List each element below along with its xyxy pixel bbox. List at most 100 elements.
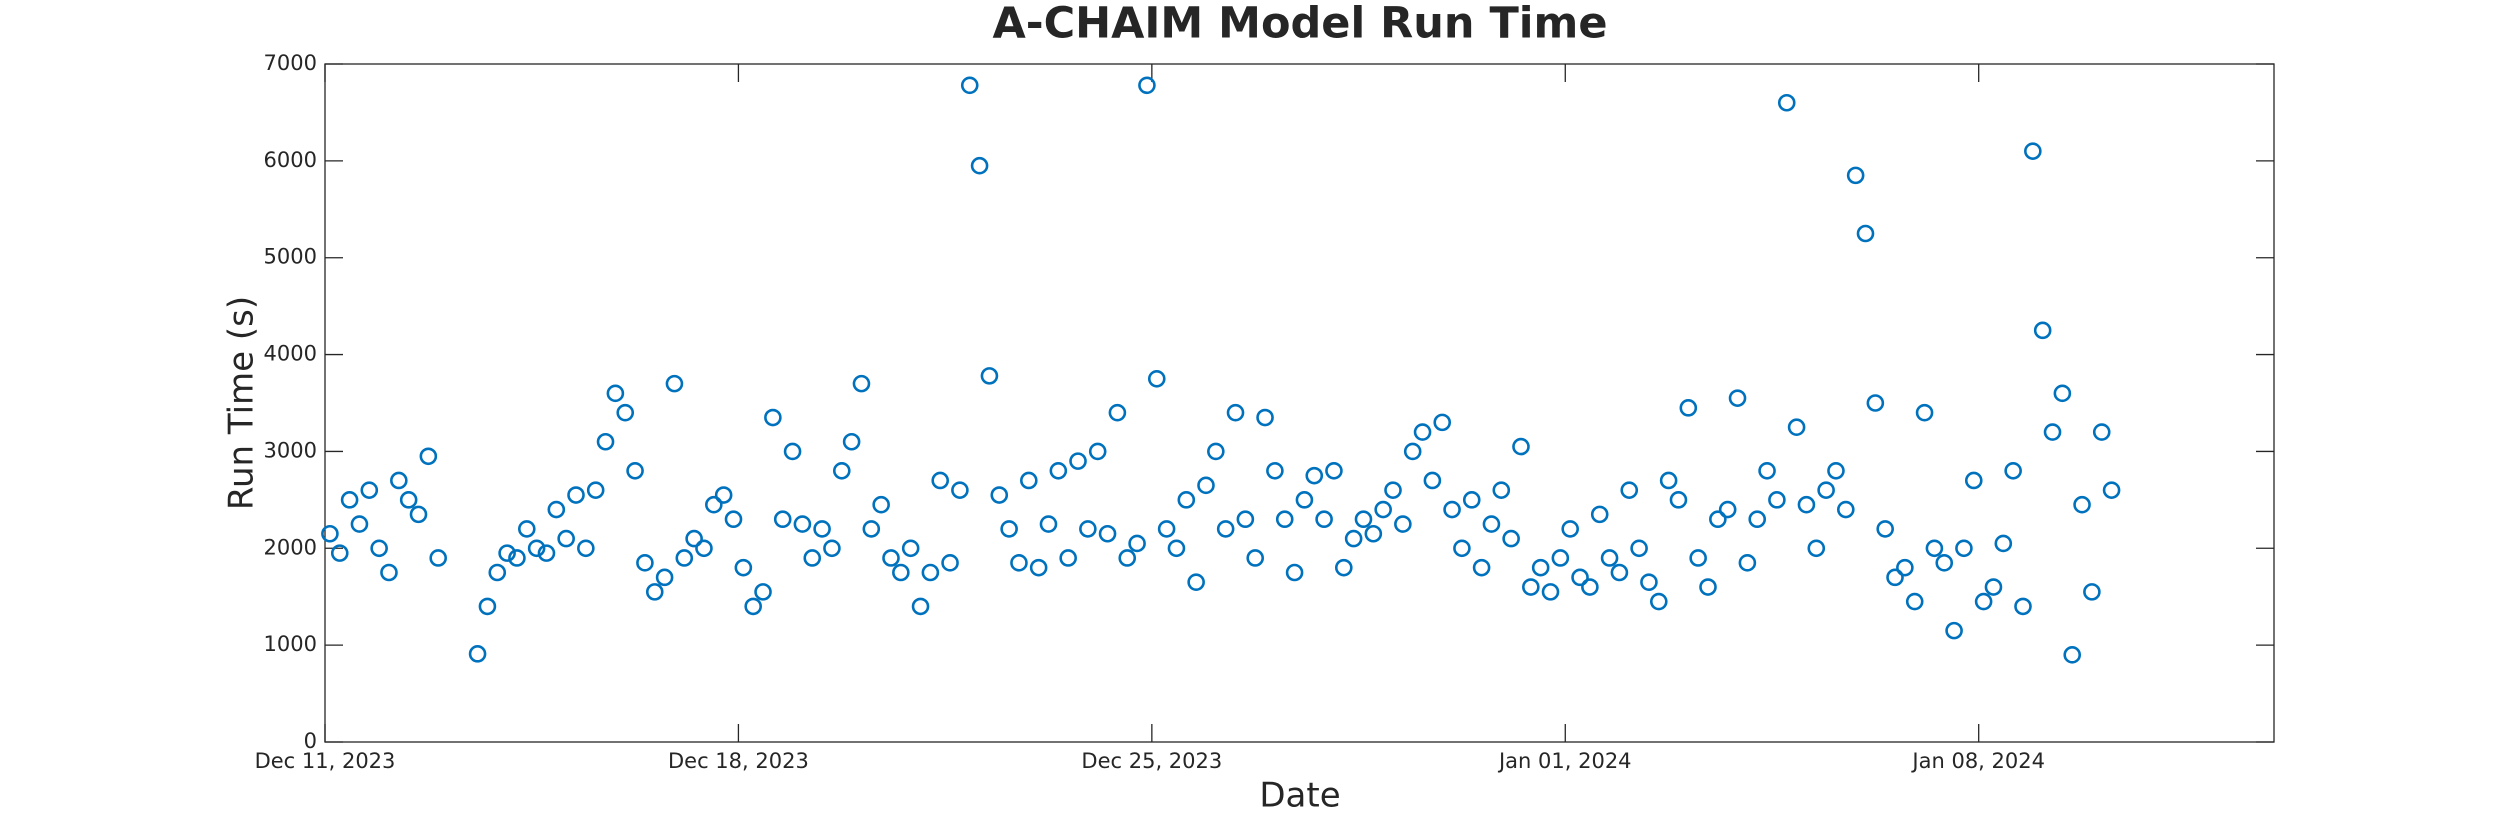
data-point xyxy=(1167,539,1186,558)
data-point xyxy=(695,539,713,558)
data-point xyxy=(478,597,497,616)
data-point xyxy=(1728,389,1747,407)
data-point xyxy=(1197,476,1215,495)
data-point xyxy=(1295,491,1314,509)
data-point xyxy=(951,481,969,499)
data-point xyxy=(616,403,635,422)
data-point xyxy=(1305,466,1324,485)
data-point xyxy=(1079,520,1097,538)
data-point xyxy=(1128,534,1146,553)
data-point xyxy=(577,539,595,558)
data-point xyxy=(1147,369,1166,388)
data-point xyxy=(1620,481,1639,499)
data-point xyxy=(1994,534,2013,553)
data-point xyxy=(1364,524,1383,543)
data-point xyxy=(321,524,339,543)
data-point xyxy=(1482,515,1501,533)
data-point xyxy=(1315,510,1333,529)
data-point xyxy=(1905,592,1924,611)
y-tick-label: 4000 xyxy=(264,342,317,366)
data-point xyxy=(1531,558,1550,577)
data-point xyxy=(1472,558,1491,577)
data-point xyxy=(1640,573,1658,591)
y-axis-label: Run Time (s) xyxy=(222,296,262,510)
data-point xyxy=(1088,442,1107,461)
data-point xyxy=(1118,549,1137,567)
data-point xyxy=(1157,520,1176,538)
data-point xyxy=(724,510,743,529)
data-point xyxy=(911,597,930,616)
data-point xyxy=(419,447,438,466)
data-point xyxy=(1394,515,1412,533)
data-point xyxy=(1846,166,1865,185)
data-point xyxy=(1886,568,1904,587)
data-point xyxy=(508,549,526,567)
data-point xyxy=(1896,558,1914,577)
data-point xyxy=(1423,471,1442,490)
data-point xyxy=(872,495,890,514)
data-point xyxy=(2102,481,2121,499)
y-tick-label: 5000 xyxy=(264,245,317,269)
data-point xyxy=(1098,524,1117,543)
data-point xyxy=(1669,491,1688,509)
data-point xyxy=(1522,578,1540,596)
data-point xyxy=(498,544,516,562)
data-point xyxy=(1738,554,1757,572)
data-point xyxy=(1069,452,1087,470)
data-point xyxy=(1837,500,1855,519)
data-point xyxy=(1649,592,1668,611)
data-point xyxy=(1955,539,1973,558)
data-point xyxy=(862,520,881,538)
data-point xyxy=(1187,573,1205,591)
data-point xyxy=(1571,568,1589,587)
data-point xyxy=(409,505,428,524)
data-point xyxy=(1600,549,1619,567)
data-point xyxy=(1256,408,1274,427)
data-point xyxy=(1699,578,1717,596)
data-point xyxy=(714,486,733,504)
data-point xyxy=(1610,563,1629,582)
data-point xyxy=(1138,76,1156,95)
data-point xyxy=(931,471,950,490)
data-point xyxy=(1207,442,1225,461)
x-tick-label: Jan 01, 2024 xyxy=(1497,749,1632,773)
x-tick-label: Dec 25, 2023 xyxy=(1081,749,1222,773)
data-point xyxy=(1964,471,1983,490)
data-point xyxy=(1492,481,1511,499)
data-point xyxy=(1246,549,1265,567)
data-point xyxy=(1709,510,1727,529)
data-point xyxy=(1718,500,1737,519)
data-point xyxy=(399,491,418,509)
data-point xyxy=(1275,510,1294,529)
data-point xyxy=(645,583,664,601)
chart-title: A-CHAIM Model Run Time xyxy=(992,0,1607,49)
data-point xyxy=(803,549,822,567)
data-point xyxy=(1374,500,1392,519)
data-point xyxy=(1413,423,1432,441)
data-point xyxy=(1984,578,2003,596)
y-tick-label: 7000 xyxy=(264,51,317,75)
data-point xyxy=(1216,520,1235,538)
data-point xyxy=(1551,549,1570,567)
data-point xyxy=(1679,399,1698,417)
data-point xyxy=(892,563,910,582)
data-point xyxy=(832,461,851,480)
data-point xyxy=(1581,578,1599,596)
data-point xyxy=(1059,549,1077,567)
data-point xyxy=(626,461,644,480)
data-point xyxy=(1049,461,1068,480)
data-point xyxy=(1334,558,1353,577)
data-point xyxy=(1443,500,1461,519)
data-point xyxy=(1630,539,1648,558)
data-point xyxy=(586,481,605,499)
data-point xyxy=(1433,413,1452,432)
data-point xyxy=(1866,394,1885,412)
data-point xyxy=(1974,592,1993,611)
data-point xyxy=(665,374,684,393)
data-point xyxy=(2063,646,2082,664)
data-point xyxy=(813,520,831,538)
data-point xyxy=(1915,403,1934,422)
data-point xyxy=(1177,491,1196,509)
data-point xyxy=(636,554,654,572)
